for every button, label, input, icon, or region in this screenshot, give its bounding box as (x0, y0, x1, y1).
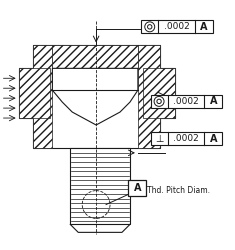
Bar (143, 68, 175, 118)
Bar (19, 68, 50, 118)
Polygon shape (52, 46, 138, 68)
Bar (151, 132, 222, 145)
Text: A: A (210, 96, 217, 106)
Polygon shape (19, 68, 50, 118)
Text: ⊥: ⊥ (155, 134, 163, 144)
Polygon shape (138, 46, 160, 148)
Bar (128, 180, 146, 196)
Bar (70, 148, 130, 224)
Polygon shape (52, 68, 138, 125)
Text: A: A (200, 22, 208, 32)
Bar (32, 46, 160, 148)
Bar (151, 95, 222, 108)
Text: .0002: .0002 (173, 97, 199, 106)
Bar (141, 20, 213, 33)
Text: Thd. Pitch Diam.: Thd. Pitch Diam. (147, 186, 210, 195)
Polygon shape (143, 68, 175, 118)
Text: .0002: .0002 (173, 134, 199, 143)
Polygon shape (32, 46, 52, 148)
Text: .0002: .0002 (164, 22, 189, 31)
Text: A: A (134, 183, 141, 193)
Text: A: A (210, 134, 217, 144)
